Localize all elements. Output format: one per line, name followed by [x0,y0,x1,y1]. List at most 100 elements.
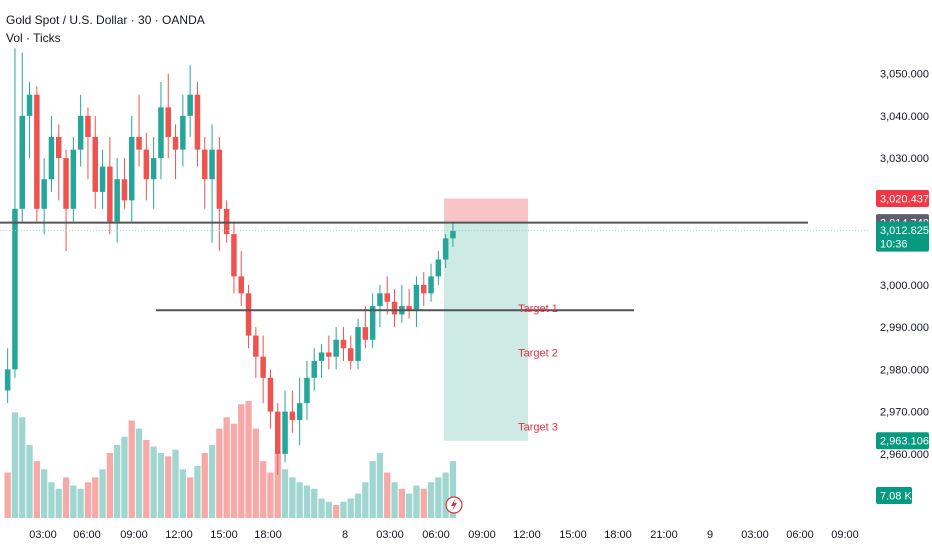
volume-bar [260,461,267,518]
candle-body [107,166,113,222]
volume-bar [201,453,208,518]
price-tick-label: 3,040.000 [880,111,929,123]
time-tick-label: 18:00 [254,529,282,541]
volume-bar [187,477,194,518]
candle-body [12,208,18,370]
candle-body [245,293,252,336]
volume-bar [238,404,245,518]
time-tick-label: 09:00 [468,529,496,541]
candle-body [384,293,390,302]
candles [4,48,456,475]
volume-bar [194,466,201,518]
volume-bar [289,477,296,518]
annotations: Target 1 Target 2 Target 3 [445,303,558,514]
time-tick-label: 03:00 [376,529,404,541]
candle-body [362,327,369,340]
candle-body [391,301,398,315]
candle-body [318,352,325,361]
level-lines [0,221,868,312]
volume-bar [92,477,99,518]
candle-body [85,115,91,137]
time-tick-label: 03:00 [741,529,769,541]
volume-bar [369,461,376,518]
volume-bar [245,401,252,518]
volume-bar [135,428,143,518]
volume-badge [876,487,912,504]
candle-body [348,348,354,361]
stop-loss-zone [444,198,528,223]
time-tick-label: 8 [342,529,348,541]
price-tick-label: 2,970.000 [880,407,929,419]
volume-bar [150,446,157,518]
candle-body [19,115,25,209]
price-badge [876,189,929,207]
volume-bar [354,493,362,518]
candle-body [56,136,62,159]
price-badge [876,432,929,450]
price-tick-label: 2,980.000 [880,364,929,376]
volume-bar [384,472,391,518]
volume-bar [318,498,325,518]
candle-body [26,94,33,116]
volume-bar [449,461,457,518]
candle-body [48,136,55,180]
candle-body [41,179,47,209]
flash-icon [445,496,463,514]
time-axis: 03:00 06:00 09:00 12:00 15:00 18:00 8 03:00 06:0… [29,529,859,541]
candle-body [260,356,266,378]
candle-body [165,107,171,137]
volume-bar [406,493,413,518]
price-tick-label: 2,990.000 [880,322,929,334]
candle-body [187,94,193,116]
volume-bar [157,453,165,518]
candle-body [158,107,164,159]
candle-body [377,293,383,306]
volume-bar [77,488,84,518]
volume-bar [391,482,398,518]
volume-bars [4,401,457,518]
price-tick-label: 3,000.000 [880,280,929,292]
volume-bar [398,488,405,518]
candle-body [428,276,434,294]
price-tick-label: 2,960.000 [880,449,929,461]
candle-body [143,149,150,180]
time-tick-label: 03:00 [29,529,57,541]
time-tick-label: 06:00 [422,529,450,541]
volume-bar [84,482,92,518]
time-tick-label: 09:00 [831,529,859,541]
candle-body [180,115,186,150]
time-tick-label: 06:00 [73,529,101,541]
time-tick-label: 15:00 [210,529,238,541]
volume-bar [48,482,55,518]
candle-body [70,149,77,209]
candle-body [253,335,259,357]
volume-bar [99,469,106,518]
candle-body [172,136,179,150]
candle-body [355,327,361,361]
volume-bar [435,477,442,518]
candle-body [194,94,201,150]
candle-body [231,234,237,277]
target-label: Target 1 [518,303,558,315]
volume-bar [33,461,40,518]
volume-bar [41,469,48,518]
volume-bar [340,501,347,518]
target-label: Target 3 [518,421,558,433]
flash-icon-bolt [451,499,457,511]
candle-body [267,377,274,412]
candle-body [289,411,296,421]
volume-bar [252,428,259,518]
volume-bar [296,482,303,518]
candle-body [282,411,288,454]
candle-body [442,238,449,260]
candle-body [114,179,120,222]
candle-body [421,284,427,294]
candle-body [450,230,456,239]
volume-bar [267,472,274,518]
candle-body [63,158,69,209]
volume-bar [281,469,289,518]
volume-bar [106,453,113,518]
volume-bar [413,485,420,518]
